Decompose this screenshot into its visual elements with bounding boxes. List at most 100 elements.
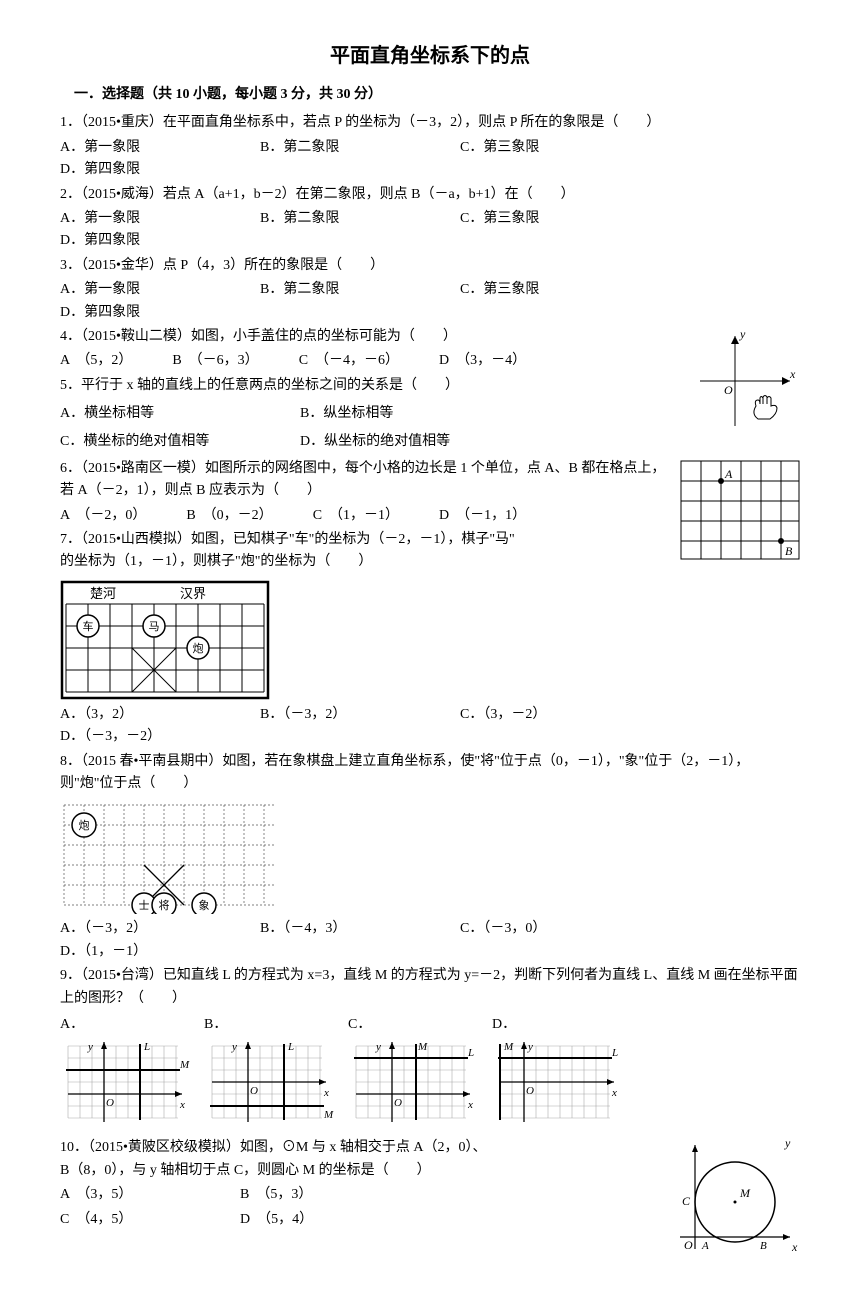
q4-opt-d: D （3，－4） [439, 350, 526, 372]
q3-opt-c: C．第三象限 [460, 279, 620, 301]
piece-che: 车 [83, 619, 94, 633]
q9-opt-b: B． [204, 1014, 227, 1036]
svg-text:L: L [287, 1041, 294, 1053]
svg-text:x: x [323, 1087, 329, 1099]
section-header: 一．选择题（共 10 小题，每小题 3 分，共 30 分） [60, 84, 800, 106]
q7-opt-a: A．（3，2） [60, 704, 220, 726]
svg-text:y: y [231, 1041, 237, 1053]
q2-opt-d: D．第四象限 [60, 230, 220, 252]
svg-text:L: L [143, 1041, 150, 1053]
svg-text:M: M [179, 1059, 190, 1071]
piece-pao: 炮 [193, 642, 204, 655]
question-4: 4．（2015•鞍山二模）如图，小手盖住的点的坐标可能为（ ） A （5，2） … [60, 326, 800, 373]
q10-opt-c: C （4，5） [60, 1209, 200, 1231]
q3-text: 3．（2015•金华）点 P（4，3）所在的象限是（ ） [60, 255, 800, 277]
piece-shi: 士 [139, 899, 150, 912]
q4-text: 4．（2015•鞍山二模）如图，小手盖住的点的坐标可能为（ ） [60, 326, 800, 348]
q1-text: 1．（2015•重庆）在平面直角坐标系中，若点 P 的坐标为（－3，2），则点 … [60, 112, 800, 134]
q6-text: 6．（2015•路南区一模）如图所示的网络图中，每个小格的边长是 1 个单位，点… [60, 458, 800, 503]
q7-text-2: 的坐标为（1，－1），则棋子"炮"的坐标为（ ） [60, 551, 800, 573]
q8-opt-c: C．（－3，0） [460, 918, 620, 940]
q4-opt-c: C （－4，－6） [299, 350, 399, 372]
question-9: 9．（2015•台湾）已知直线 L 的方程式为 x=3，直线 M 的方程式为 y… [60, 965, 800, 1010]
svg-text:O: O [106, 1097, 114, 1109]
q1-opt-b: B．第二象限 [260, 137, 420, 159]
q7-figure: 楚河 汉界 车 马 [60, 580, 800, 700]
q4-opt-a: A （5，2） [60, 350, 132, 372]
q9-fig-b: y x O L M [204, 1038, 334, 1133]
q4-options: A （5，2） B （－6，3） C （－4，－6） D （3，－4） [60, 350, 682, 372]
q2-opt-b: B．第二象限 [260, 208, 420, 230]
svg-text:x: x [791, 1240, 798, 1254]
svg-text:A: A [701, 1240, 709, 1252]
q5-options-2: C．横坐标的绝对值相等 D．纵坐标的绝对值相等 [60, 431, 682, 453]
q8-options: A．（－3，2） B．（－4，3） C．（－3，0） D．（1，－1） [60, 918, 800, 963]
q7-opt-c: C．（3，－2） [460, 704, 620, 726]
q3-options: A．第一象限 B．第二象限 C．第三象限 D．第四象限 [60, 279, 800, 324]
q2-opt-c: C．第三象限 [460, 208, 620, 230]
question-2: 2．（2015•威海）若点 A（a+1，b－2）在第二象限，则点 B（－a，b+… [60, 184, 800, 253]
svg-text:O: O [250, 1085, 258, 1097]
q10-options-2: C （4，5） D （5，4） [60, 1209, 662, 1231]
river-label: 楚河 [90, 586, 116, 601]
q8-opt-d: D．（1，－1） [60, 941, 220, 963]
svg-text:x: x [467, 1099, 473, 1111]
q8-opt-b: B．（－4，3） [260, 918, 420, 940]
q7-text-1: 7．（2015•山西模拟）如图，已知棋子"车"的坐标为（－2，－1），棋子"马" [60, 529, 800, 551]
svg-text:O: O [394, 1097, 402, 1109]
svg-text:M: M [323, 1109, 334, 1121]
piece-jiang: 将 [159, 899, 170, 912]
q5-options: A．横坐标相等 B．纵坐标相等 [60, 403, 682, 425]
q10-opt-b: B （5，3） [240, 1184, 312, 1206]
q3-opt-d: D．第四象限 [60, 302, 220, 324]
q9-opt-c: C． [348, 1014, 371, 1036]
svg-text:L: L [467, 1047, 474, 1059]
piece-xiang: 象 [199, 899, 210, 912]
question-7: 7．（2015•山西模拟）如图，已知棋子"车"的坐标为（－2，－1），棋子"马"… [60, 529, 800, 574]
svg-text:B: B [760, 1240, 767, 1252]
piece-ma: 马 [149, 620, 160, 633]
q3-opt-a: A．第一象限 [60, 279, 220, 301]
q6-opt-d: D （－1，1） [439, 505, 526, 527]
question-10: 10．（2015•黄陂区校级模拟）如图，⊙M 与 x 轴相交于点 A（2，0）、… [60, 1137, 800, 1231]
q7-options: A．（3，2） B．（－3，2） C．（3，－2） D．（－3，－2） [60, 704, 800, 749]
q8-text: 8．（2015 春•平南县期中）如图，若在象棋盘上建立直角坐标系，使"将"位于点… [60, 751, 800, 796]
q2-options: A．第一象限 B．第二象限 C．第三象限 D．第四象限 [60, 208, 800, 253]
q5-opt-c: C．横坐标的绝对值相等 [60, 431, 260, 453]
q3-opt-b: B．第二象限 [260, 279, 420, 301]
q5-opt-b: B．纵坐标相等 [300, 403, 393, 425]
svg-text:x: x [179, 1099, 185, 1111]
q7-opt-b: B．（－3，2） [260, 704, 420, 726]
q7-opt-d: D．（－3，－2） [60, 726, 220, 748]
q8-opt-a: A．（－3，2） [60, 918, 220, 940]
q2-opt-a: A．第一象限 [60, 208, 220, 230]
question-8: 8．（2015 春•平南县期中）如图，若在象棋盘上建立直角坐标系，使"将"位于点… [60, 751, 800, 796]
q6-opt-b: B （0，－2） [186, 505, 272, 527]
svg-text:O: O [526, 1085, 534, 1097]
q5-opt-d: D．纵坐标的绝对值相等 [300, 431, 450, 453]
q10-opt-a: A （3，5） [60, 1184, 200, 1206]
page-title: 平面直角坐标系下的点 [60, 40, 800, 72]
q6-opt-a: A （－2，0） [60, 505, 146, 527]
q1-opt-d: D．第四象限 [60, 159, 220, 181]
q2-text: 2．（2015•威海）若点 A（a+1，b－2）在第二象限，则点 B（－a，b+… [60, 184, 800, 206]
q9-fig-c: y x O M L [348, 1038, 478, 1133]
q9-text: 9．（2015•台湾）已知直线 L 的方程式为 x=3，直线 M 的方程式为 y… [60, 965, 800, 1010]
svg-text:y: y [527, 1041, 533, 1053]
q1-opt-a: A．第一象限 [60, 137, 220, 159]
svg-text:L: L [611, 1047, 618, 1059]
q10-options-1: A （3，5） B （5，3） [60, 1184, 662, 1206]
q5-opt-a: A．横坐标相等 [60, 403, 260, 425]
question-6: 6．（2015•路南区一模）如图所示的网络图中，每个小格的边长是 1 个单位，点… [60, 458, 800, 527]
svg-text:M: M [417, 1041, 428, 1053]
svg-text:O: O [684, 1238, 693, 1252]
svg-text:x: x [611, 1087, 617, 1099]
q1-options: A．第一象限 B．第二象限 C．第三象限 D．第四象限 [60, 137, 800, 182]
q10-text-2: B（8，0），与 y 轴相切于点 C，则圆心 M 的坐标是（ ） [60, 1160, 800, 1182]
question-5: 5．平行于 x 轴的直线上的任意两点的坐标之间的关系是（ ） A．横坐标相等 B… [60, 375, 800, 454]
q8-figure: 炮 士 将 象 [60, 799, 800, 914]
svg-text:y: y [375, 1041, 381, 1053]
q10-opt-d: D （5，4） [240, 1209, 313, 1231]
q9-fig-d: M y x O L [492, 1038, 622, 1133]
q9-figures: A． y x O L M B． y [60, 1014, 800, 1133]
